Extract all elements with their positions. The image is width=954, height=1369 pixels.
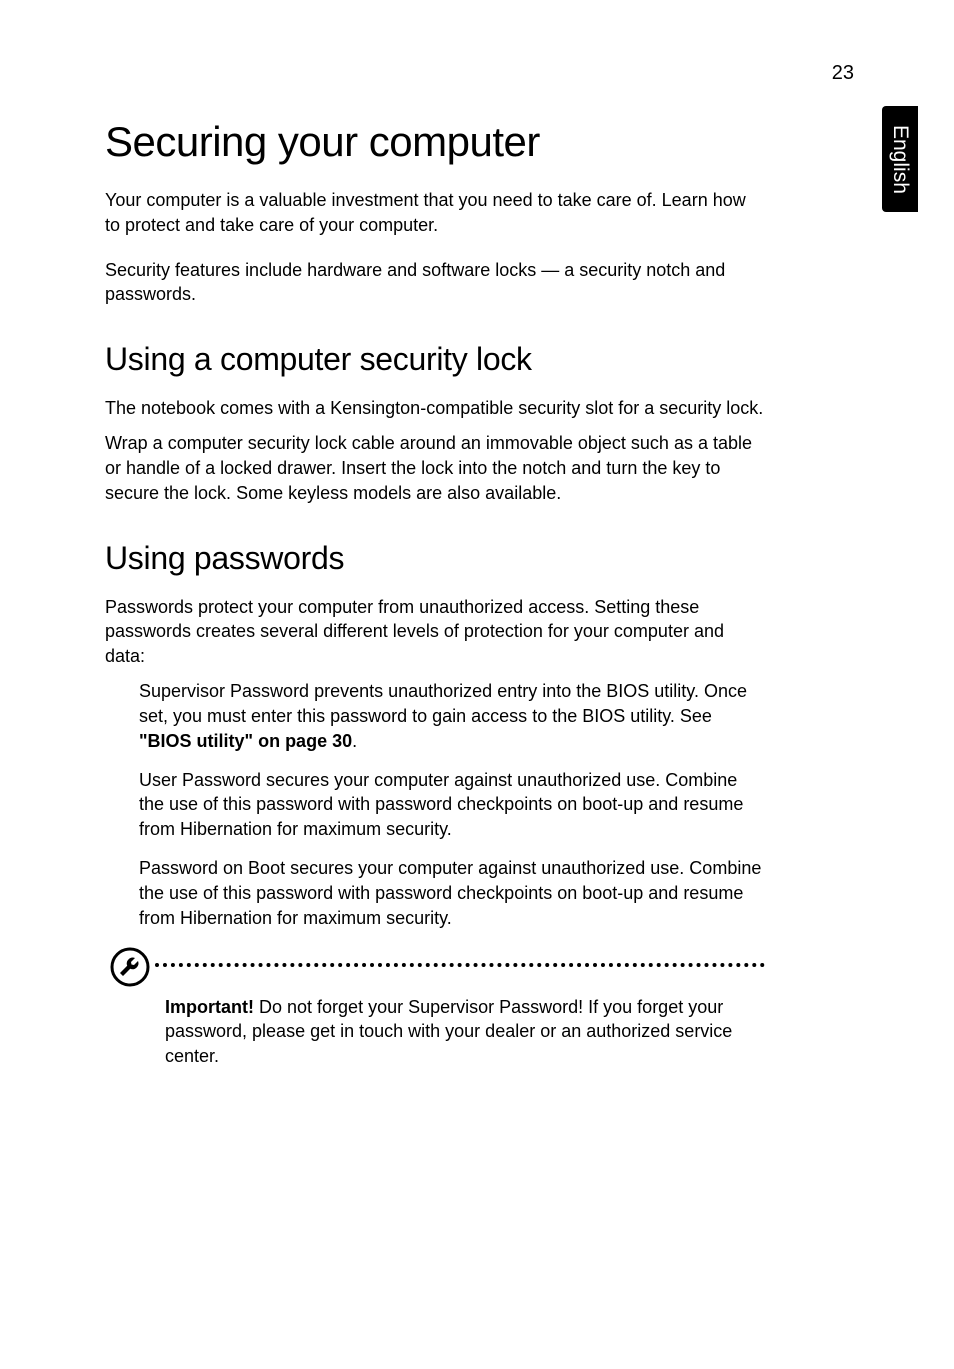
list-item-boot: Password on Boot secures your computer a… — [139, 856, 765, 930]
paragraph-intro-1: Your computer is a valuable investment t… — [105, 188, 765, 238]
content-column: Securing your computer Your computer is … — [105, 118, 765, 1069]
heading-passwords: Using passwords — [105, 540, 765, 577]
dotted-separator — [155, 945, 765, 985]
note-text-wrap: Important! Do not forget your Supervisor… — [105, 995, 765, 1069]
note-icon-wrap — [105, 945, 155, 987]
list-item-user: User Password secures your computer agai… — [139, 768, 765, 842]
heading-securing: Securing your computer — [105, 118, 765, 166]
paragraph-passwords-intro: Passwords protect your computer from una… — [105, 595, 765, 669]
list-item-supervisor-text: Supervisor Password prevents unauthorize… — [139, 681, 747, 726]
page-number: 23 — [832, 62, 854, 85]
bios-link[interactable]: "BIOS utility" on page 30 — [139, 731, 352, 751]
paragraph-lock-2: Wrap a computer security lock cable arou… — [105, 431, 765, 505]
paragraph-lock-1: The notebook comes with a Kensington-com… — [105, 396, 765, 421]
note-separator-row — [105, 945, 765, 987]
language-tab: English — [882, 106, 918, 212]
password-list: Supervisor Password prevents unauthorize… — [105, 679, 765, 930]
wrench-icon — [110, 947, 150, 987]
note-important: Important! Do not forget your Supervisor… — [165, 995, 765, 1069]
list-item-supervisor: Supervisor Password prevents unauthorize… — [139, 679, 765, 753]
note-important-label: Important! — [165, 997, 254, 1017]
page: 23 English Securing your computer Your c… — [0, 0, 954, 1369]
heading-security-lock: Using a computer security lock — [105, 341, 765, 378]
paragraph-intro-2: Security features include hardware and s… — [105, 258, 765, 308]
list-item-supervisor-tail: . — [352, 731, 357, 751]
